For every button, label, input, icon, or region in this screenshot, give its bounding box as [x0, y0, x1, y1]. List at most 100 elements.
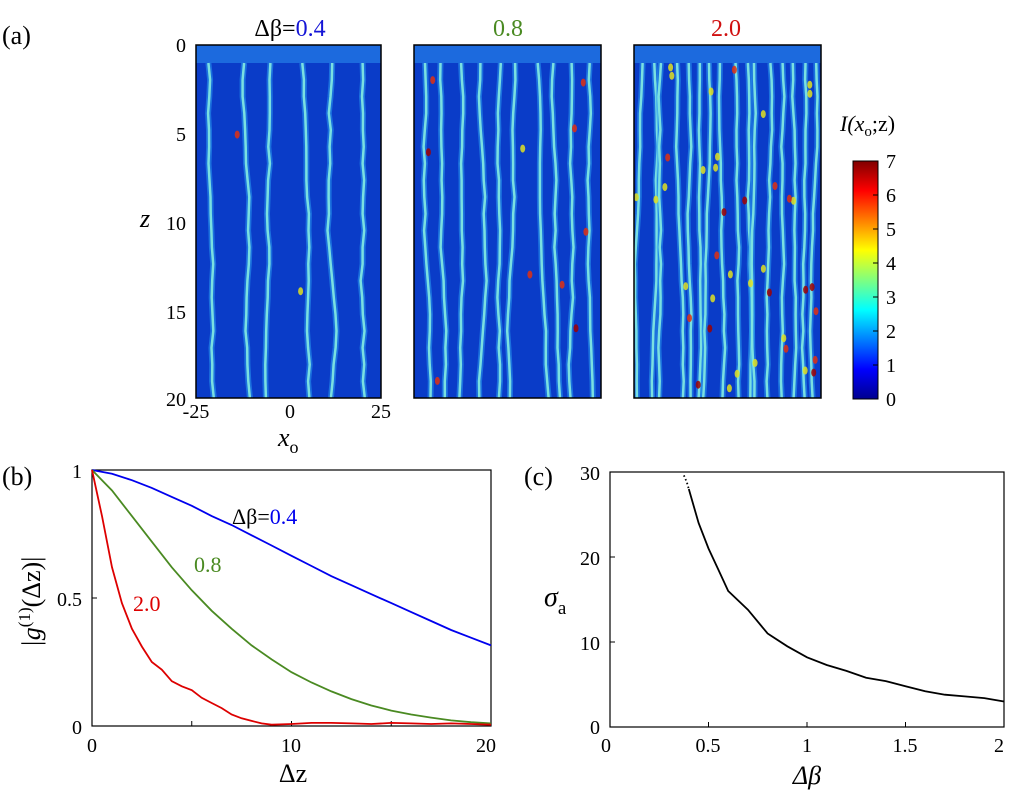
heatmap-2-hotspot-34: [715, 152, 720, 161]
heatmap-xlabel: xo: [277, 423, 299, 457]
plot-b-ytick-05: 0.5: [57, 589, 82, 611]
heatmap-2-hotspot-12: [772, 182, 778, 190]
panel-label-c: (c): [524, 462, 553, 491]
panel-label-b: (b): [2, 462, 32, 491]
heatmap-0-hotspot-1: [234, 130, 240, 139]
heatmap-2-hotspot-26: [766, 288, 772, 297]
plot-b-label-0-prefix: Δβ=: [232, 504, 270, 529]
heatmap-2-hotspot-33: [760, 110, 766, 119]
heatmap-2-hotspot-4: [811, 368, 817, 377]
heatmap-1-filament-9: [586, 62, 595, 398]
colorbar-label-sub: o: [864, 124, 872, 140]
heatmap-ytick-5: 5: [176, 124, 186, 146]
plot-b: [91, 469, 492, 727]
heatmap-2-hotspot-24: [748, 279, 753, 288]
plot-c-ytick-10: 10: [580, 633, 600, 655]
heatmap-xtick-neg25: -25: [183, 401, 210, 423]
heatmap-xtick-0: 0: [285, 401, 295, 423]
heatmap-0-bg: [196, 45, 381, 398]
plot-b-label-1: 0.8: [194, 552, 222, 577]
heatmap-2-filament-11: [765, 62, 774, 398]
heatmap-2-hotspot-0: [665, 153, 671, 162]
heatmap-2-hotspot-8: [687, 314, 692, 323]
heatmap-2-hotspot-32: [803, 285, 809, 294]
plot-b-series-2: [91, 469, 492, 726]
heatmap-xlabel-sub: o: [290, 437, 299, 457]
heatmap-2: [634, 45, 821, 398]
plot-b-ylabel-main: |g: [17, 627, 46, 647]
plot-c-xlabel: Δβ: [792, 761, 821, 790]
heatmap-0-filament-3: [301, 62, 311, 398]
heatmap-2-hotspot-31: [727, 270, 733, 279]
heatmap-2-filament-13: [791, 62, 798, 398]
heatmap-2-hotspot-20: [812, 355, 818, 364]
colorbar-tick-label-0: 0: [886, 389, 896, 411]
colorbar-tick-label-1: 1: [886, 355, 896, 377]
heatmap-2-hotspot-39: [731, 65, 737, 74]
heatmap-2-filament-8: [734, 62, 741, 398]
heatmap-2-hotspot-5: [752, 358, 758, 367]
heatmap-0-filament-1: [241, 62, 252, 398]
heatmap-ytick-20: 20: [166, 389, 186, 411]
heatmap-2-hotspot-28: [662, 183, 668, 192]
heatmap-2-hotspot-15: [634, 193, 639, 202]
plot-b-series-1: [91, 469, 492, 725]
heatmap-1-filament-8: [567, 62, 575, 398]
heatmap-2-hotspot-16: [781, 334, 787, 343]
plot-b-series-0: [91, 469, 492, 647]
heatmap-1-filament-3: [477, 62, 488, 398]
plot-b-label-0-value: 0.4: [270, 504, 298, 529]
heatmap-2-hotspot-2: [791, 196, 796, 205]
heatmap-0-filament-5: [359, 62, 367, 398]
heatmap-title-2: 2.0: [711, 16, 741, 42]
heatmap-0-filament-4: [326, 62, 338, 398]
panel-label-a: (a): [2, 21, 31, 50]
heatmap-2-hotspot-36: [783, 344, 789, 353]
colorbar-tick-label-5: 5: [886, 219, 896, 241]
plot-c-frame: [609, 471, 1005, 728]
heatmap-2-filament-6: [701, 62, 712, 398]
heatmap-2-filament-10: [750, 62, 757, 398]
plot-c-xtick-1: 1: [802, 735, 812, 757]
heatmap-2-top-band: [634, 45, 821, 63]
heatmap-2-hotspot-21: [710, 294, 716, 303]
plot-b-ytick-1: 1: [72, 461, 82, 483]
plot-b-ytick-0: 0: [72, 717, 82, 739]
heatmap-ytick-15: 15: [166, 302, 186, 324]
heatmap-ytick-0: 0: [176, 35, 186, 57]
plot-b-xtick-20: 20: [476, 735, 496, 757]
heatmap-0-hotspot-0: [298, 287, 304, 296]
plot-b-xtick-0: 0: [87, 735, 97, 757]
heatmap-2-filament-4: [686, 62, 693, 398]
heatmap-0-top-band: [196, 45, 381, 63]
heatmap-1-top-band: [414, 45, 601, 63]
plot-c-xtick-15: 1.5: [893, 735, 918, 757]
heatmap-2-hotspot-17: [714, 251, 720, 260]
heatmap-1-filament-7: [550, 62, 562, 398]
heatmap-2-filament-3: [674, 62, 685, 398]
heatmap-1-frame: [413, 44, 602, 399]
heatmap-2-filament-14: [800, 62, 808, 398]
colorbar-label-end: ;z): [872, 111, 895, 136]
plot-c-ylabel-sub: a: [558, 598, 567, 619]
heatmap-title-1: 0.8: [493, 16, 523, 42]
heatmap-1-filament-2: [458, 62, 465, 398]
plot-c-ytick-0: 0: [590, 717, 600, 739]
heatmap-1-hotspot-2: [527, 270, 533, 279]
heatmap-1: [414, 45, 601, 398]
plot-b-ylabel-end: (Δz)|: [17, 557, 46, 608]
heatmap-2-hotspot-3: [813, 307, 819, 316]
plot-c-series-1: [687, 488, 1005, 703]
heatmap-2-hotspot-38: [786, 194, 792, 203]
colorbar: [852, 160, 879, 400]
heatmap-1-hotspot-6: [573, 324, 579, 333]
plot-c: [609, 471, 1005, 728]
plot-b-xlabel: Δz: [279, 759, 307, 788]
heatmap-1-filament-4: [496, 62, 503, 398]
heatmap-title-0-prefix: Δβ=: [254, 16, 295, 42]
heatmap-title-0-value: 0.4: [296, 16, 326, 42]
heatmap-1-hotspot-5: [583, 227, 589, 236]
heatmap-xtick-25: 25: [371, 401, 391, 423]
colorbar-tick-label-4: 4: [886, 253, 896, 275]
heatmap-2-hotspot-11: [802, 366, 808, 375]
